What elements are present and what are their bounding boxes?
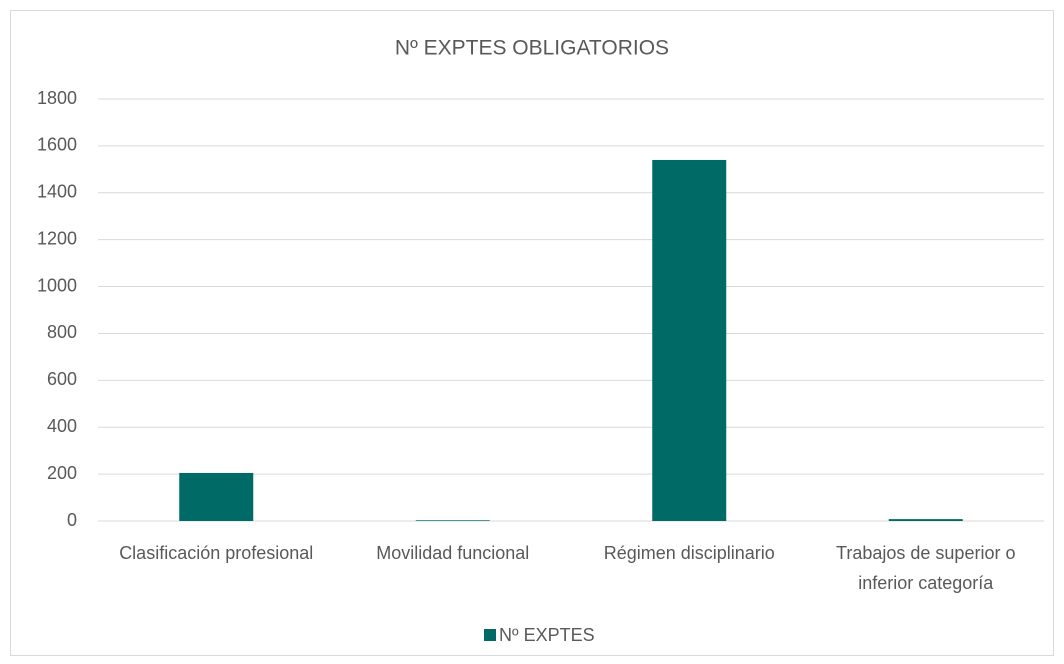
y-tick-label: 800 <box>47 322 77 342</box>
legend-swatch <box>484 629 496 641</box>
bar <box>415 520 490 521</box>
legend-label: Nº EXPTES <box>499 625 595 645</box>
y-tick-label: 1400 <box>37 182 77 202</box>
y-tick-label: 1600 <box>37 135 77 155</box>
y-tick-label: 400 <box>47 416 77 436</box>
bar <box>888 519 963 521</box>
x-tick-label: Clasificación profesional <box>119 543 314 563</box>
y-tick-label: 600 <box>47 369 77 389</box>
bar <box>179 472 254 521</box>
chart-title: Nº EXPTES OBLIGATORIOS <box>395 37 669 60</box>
y-tick-label: 0 <box>67 510 77 530</box>
x-tick-label: Régimen disciplinario <box>603 543 775 563</box>
y-tick-label: 1800 <box>37 88 77 108</box>
x-tick-label: Movilidad funcional <box>376 543 530 563</box>
bar <box>652 159 727 521</box>
y-tick-label: 1200 <box>37 228 77 248</box>
y-tick-label: 200 <box>47 463 77 483</box>
y-tick-label: 1000 <box>37 275 77 295</box>
x-tick-label: Trabajos de superior o inferior categorí… <box>836 543 1016 593</box>
